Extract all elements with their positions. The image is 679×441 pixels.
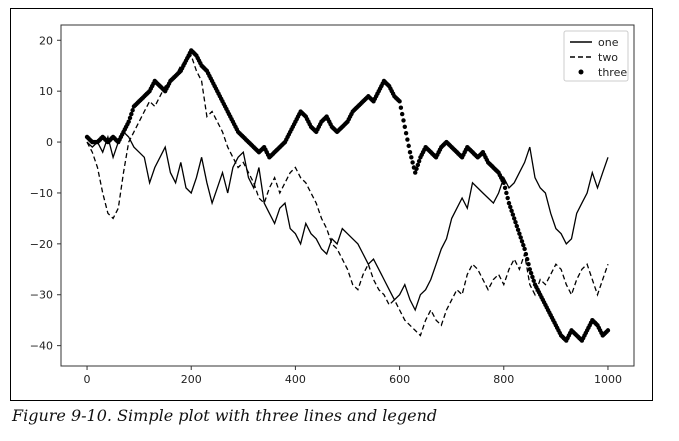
x-tick-label: 1000 — [594, 373, 622, 386]
x-tick-label: 800 — [493, 373, 514, 386]
x-tick-label: 200 — [181, 373, 202, 386]
series-three-point — [409, 155, 414, 160]
legend-label-one: one — [598, 36, 619, 49]
x-axis-ticks: 0 200 400 600 800 1000 — [84, 366, 622, 386]
series-three-point — [509, 208, 514, 213]
series-three-point — [405, 137, 410, 142]
series-three-point — [526, 262, 531, 267]
y-tick-label: −20 — [30, 238, 53, 251]
series-three-point — [506, 200, 512, 206]
legend-label-two: two — [598, 51, 618, 64]
y-axis-ticks: 20 10 0 −10 −20 −30 −40 — [30, 34, 61, 353]
series-three-point — [525, 256, 530, 262]
series-three-point — [528, 270, 534, 276]
series-three-point — [531, 278, 536, 283]
series-three-point — [522, 246, 527, 252]
series-three-point — [399, 111, 405, 117]
series-three-point — [521, 242, 526, 248]
series-three-point — [406, 143, 411, 149]
y-tick-label: 20 — [39, 34, 53, 47]
legend: one two three — [563, 30, 629, 82]
series-three-point — [413, 170, 418, 175]
y-tick-label: 0 — [46, 136, 53, 149]
x-tick-label: 400 — [285, 373, 306, 386]
series-three-point — [530, 274, 535, 280]
series-three-point — [515, 227, 521, 233]
series-three-point — [415, 162, 421, 168]
series-three-point — [504, 190, 509, 196]
series-two-line — [86, 54, 609, 337]
legend-label-three: three — [598, 66, 627, 79]
series-three-point — [501, 180, 506, 185]
series-three-point — [517, 231, 522, 236]
series-three-point — [514, 223, 519, 229]
figure-frame: 0 200 400 600 800 1000 20 10 0 −10 −20 −30 −40 one … — [10, 8, 653, 401]
series-three-point — [410, 160, 415, 165]
series-three-point — [126, 119, 131, 124]
series-three-point — [414, 166, 419, 171]
series-three-point — [511, 216, 517, 221]
series-three-point — [518, 235, 523, 240]
series-three-point — [129, 111, 134, 117]
series-three-point — [397, 99, 402, 104]
legend-box — [563, 30, 629, 82]
series-group — [84, 48, 611, 343]
series-three-point — [403, 130, 409, 136]
series-three-point — [513, 220, 518, 225]
series-three-point — [407, 150, 413, 155]
series-three-point — [510, 212, 516, 217]
series-three-point — [416, 158, 422, 164]
x-tick-label: 0 — [84, 373, 91, 386]
y-tick-label: −30 — [30, 289, 53, 302]
x-tick-label: 600 — [389, 373, 410, 386]
series-three-point — [519, 239, 525, 244]
figure-caption: Figure 9-10. Simple plot with three line… — [12, 406, 438, 425]
series-three-point — [127, 115, 133, 121]
series-three-point — [402, 124, 407, 129]
series-three-point — [523, 251, 529, 257]
series-three-point — [398, 105, 404, 110]
series-three-point — [401, 118, 406, 123]
series-one-line — [86, 130, 609, 312]
series-three-point — [508, 204, 513, 210]
series-three-point — [130, 108, 135, 113]
series-three-point — [505, 195, 510, 201]
plot-area-frame — [60, 24, 635, 367]
series-three-point — [502, 185, 508, 191]
series-three-point — [605, 328, 611, 333]
y-tick-label: −40 — [30, 340, 53, 353]
legend-dot-three-swatch — [578, 69, 584, 75]
y-tick-label: −10 — [30, 187, 53, 200]
line-chart: 0 200 400 600 800 1000 20 10 0 −10 −20 −30 −40 one … — [30, 24, 635, 386]
series-three-point — [527, 267, 533, 272]
y-tick-label: 10 — [39, 85, 53, 98]
